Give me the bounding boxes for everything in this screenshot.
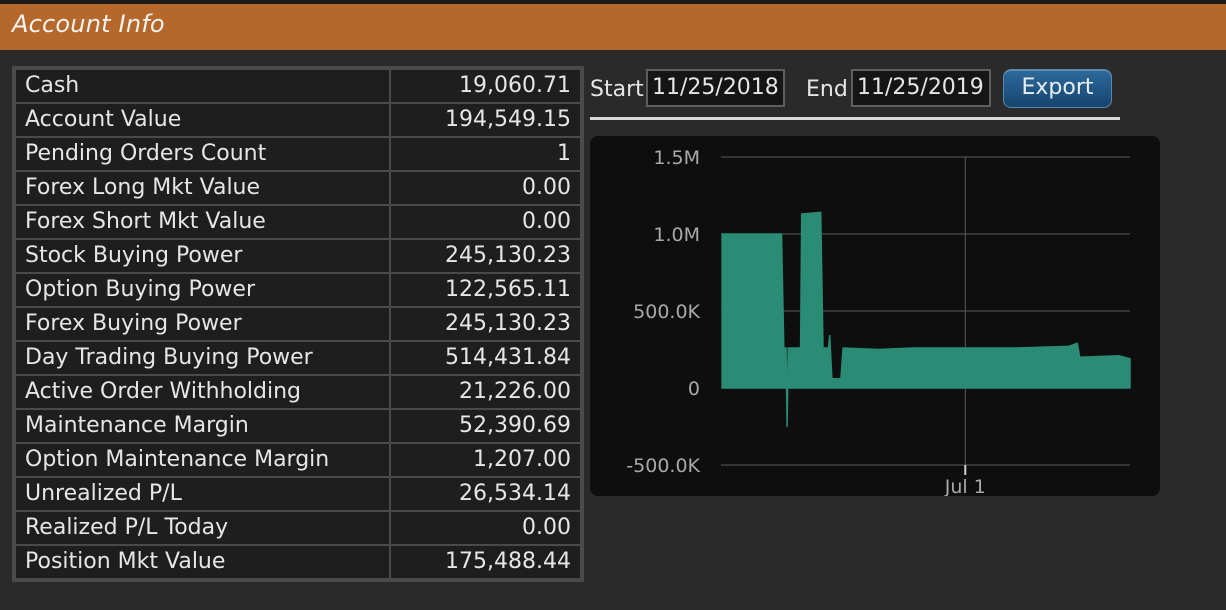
row-label: Option Maintenance Margin [15,443,390,477]
row-value: 245,130.23 [390,239,581,273]
row-value: 21,226.00 [390,375,581,409]
row-label: Stock Buying Power [15,239,390,273]
row-value: 1 [390,137,581,171]
row-label: Forex Buying Power [15,307,390,341]
row-value: 245,130.23 [390,307,581,341]
table-row: Day Trading Buying Power 514,431.84 [15,341,581,375]
end-date-field[interactable]: 11/25/2019 [851,69,991,107]
row-value: 1,207.00 [390,443,581,477]
start-date-field[interactable]: 11/25/2018 [646,69,785,107]
row-value: 19,060.71 [390,69,581,103]
row-label: Pending Orders Count [15,137,390,171]
account-info-table: Cash 19,060.71 Account Value 194,549.15 Pe… [14,68,582,580]
start-label: Start [590,77,644,103]
window-title: Account Info [12,10,165,38]
row-value: 26,534.14 [390,477,581,511]
table-row: Pending Orders Count 1 [15,137,581,171]
row-value: 122,565.11 [390,273,581,307]
row-label: Forex Short Mkt Value [15,205,390,239]
title-bar: Account Info [0,4,1226,50]
row-label: Position Mkt Value [15,545,390,579]
x-tick-label: Jul 1 [944,476,986,496]
y-tick-label: 0 [688,378,700,400]
row-value: 52,390.69 [390,409,581,443]
table-row: Option Maintenance Margin 1,207.00 [15,443,581,477]
row-label: Realized P/L Today [15,511,390,545]
row-label: Option Buying Power [15,273,390,307]
table-row: Forex Long Mkt Value 0.00 [15,171,581,205]
export-button[interactable]: Export [1003,69,1112,108]
table-row: Position Mkt Value 175,488.44 [15,545,581,579]
y-tick-label: 500.0K [633,301,700,323]
row-value: 0.00 [390,171,581,205]
table-row: Account Value 194,549.15 [15,103,581,137]
table-row: Maintenance Margin 52,390.69 [15,409,581,443]
y-tick-label: 1.0M [653,224,700,246]
table-row: Unrealized P/L 26,534.14 [15,477,581,511]
table-row: Active Order Withholding 21,226.00 [15,375,581,409]
row-value: 0.00 [390,511,581,545]
chart-svg: 1.5M 1.0M 500.0K 0 -500.0K Jul 1 [590,136,1160,496]
y-tick-label: -500.0K [626,455,700,477]
row-label: Day Trading Buying Power [15,341,390,375]
row-value: 0.00 [390,205,581,239]
row-label: Active Order Withholding [15,375,390,409]
account-value-chart: 1.5M 1.0M 500.0K 0 -500.0K Jul 1 [590,136,1160,496]
table-row: Forex Buying Power 245,130.23 [15,307,581,341]
row-label: Unrealized P/L [15,477,390,511]
row-label: Maintenance Margin [15,409,390,443]
row-value: 514,431.84 [390,341,581,375]
row-label: Account Value [15,103,390,137]
row-value: 194,549.15 [390,103,581,137]
date-range-divider [590,117,1120,120]
table-row: Stock Buying Power 245,130.23 [15,239,581,273]
table-row: Option Buying Power 122,565.11 [15,273,581,307]
end-label: End [806,77,848,103]
account-value-area [722,212,1130,426]
table-row: Realized P/L Today 0.00 [15,511,581,545]
table-row: Cash 19,060.71 [15,69,581,103]
row-label: Cash [15,69,390,103]
row-value: 175,488.44 [390,545,581,579]
table-row: Forex Short Mkt Value 0.00 [15,205,581,239]
row-label: Forex Long Mkt Value [15,171,390,205]
y-tick-label: 1.5M [653,147,700,169]
